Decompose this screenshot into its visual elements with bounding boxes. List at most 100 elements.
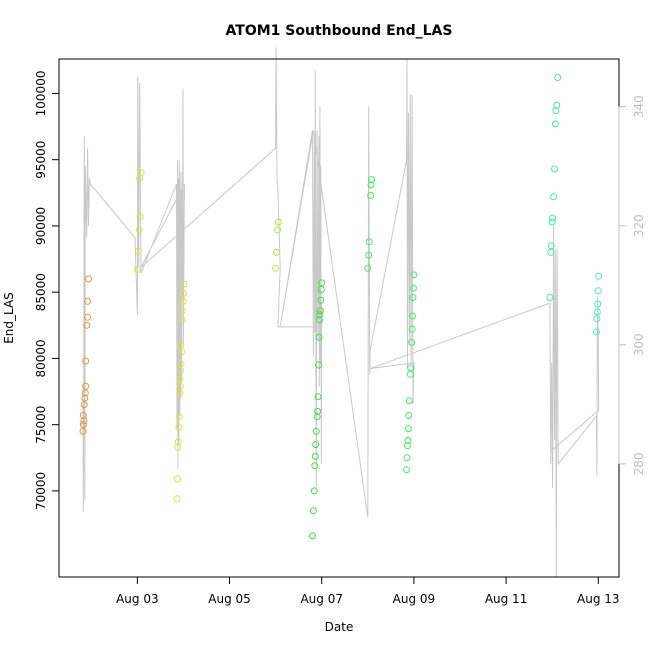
series-2 bbox=[272, 218, 282, 272]
secondary-line-layer bbox=[82, 47, 600, 578]
data-point bbox=[79, 427, 87, 435]
data-point bbox=[403, 442, 411, 450]
y-tick-label: 80000 bbox=[34, 339, 48, 377]
data-point bbox=[594, 287, 602, 295]
data-point bbox=[136, 213, 144, 221]
data-point bbox=[175, 413, 183, 421]
data-point bbox=[135, 226, 143, 234]
data-point bbox=[81, 389, 89, 397]
x-tick-label: Aug 13 bbox=[577, 592, 620, 606]
data-point bbox=[409, 294, 417, 301]
data-point bbox=[410, 271, 418, 279]
data-point bbox=[403, 454, 411, 462]
data-point bbox=[272, 264, 280, 272]
secondary-trace-line bbox=[82, 47, 600, 578]
data-point bbox=[179, 307, 186, 315]
data-point bbox=[367, 181, 375, 189]
data-point bbox=[274, 218, 282, 226]
data-point bbox=[317, 296, 325, 304]
data-point bbox=[85, 275, 92, 283]
data-point bbox=[309, 532, 316, 540]
series-1 bbox=[133, 169, 188, 503]
data-point bbox=[318, 279, 326, 287]
y-axis: 70000 75000 80000 85000 90000 95000 100000 bbox=[34, 71, 60, 510]
data-point bbox=[176, 382, 184, 390]
data-point bbox=[593, 315, 601, 323]
data-point bbox=[404, 437, 412, 444]
data-point bbox=[315, 333, 323, 341]
data-point bbox=[549, 214, 557, 222]
data-point bbox=[178, 316, 186, 324]
data-point bbox=[550, 193, 558, 201]
series-0 bbox=[79, 275, 92, 435]
x-tick-label: Aug 07 bbox=[300, 592, 343, 606]
data-point bbox=[312, 441, 320, 448]
y-tick-label: 85000 bbox=[34, 273, 48, 311]
data-point bbox=[180, 280, 188, 288]
data-point bbox=[174, 438, 182, 446]
data-point bbox=[79, 411, 87, 419]
data-point bbox=[177, 366, 185, 374]
y2-tick-label: 280 bbox=[632, 452, 646, 475]
y-tick-label: 70000 bbox=[34, 472, 48, 510]
data-point bbox=[594, 300, 602, 308]
y2-tick-label: 300 bbox=[632, 333, 646, 356]
chart-title: ATOM1 Southbound End_LAS bbox=[226, 23, 453, 39]
data-point bbox=[134, 247, 142, 255]
data-point bbox=[592, 328, 600, 336]
data-point bbox=[364, 264, 372, 272]
data-point bbox=[404, 425, 412, 433]
data-point bbox=[406, 370, 414, 378]
data-point bbox=[548, 218, 556, 226]
data-point bbox=[551, 120, 559, 128]
data-point bbox=[365, 238, 373, 246]
data-point bbox=[178, 348, 186, 356]
data-point bbox=[317, 286, 325, 293]
data-point bbox=[173, 495, 181, 503]
data-point bbox=[315, 316, 323, 324]
data-point bbox=[84, 297, 92, 305]
x-tick-label: Aug 11 bbox=[485, 592, 528, 606]
data-point bbox=[177, 341, 185, 349]
y-tick-label: 75000 bbox=[34, 406, 48, 444]
data-point bbox=[595, 272, 603, 280]
data-point bbox=[83, 321, 91, 329]
data-point bbox=[82, 357, 90, 365]
data-point bbox=[316, 311, 324, 319]
data-point bbox=[405, 411, 413, 419]
data-point bbox=[547, 242, 555, 250]
series-4 bbox=[364, 176, 418, 474]
data-point bbox=[315, 361, 322, 369]
series-5 bbox=[546, 74, 562, 301]
y2-tick-label: 320 bbox=[632, 214, 646, 237]
data-point bbox=[552, 107, 560, 115]
data-point bbox=[176, 389, 184, 397]
y-tick-label: 100000 bbox=[34, 71, 48, 117]
data-point bbox=[177, 360, 185, 368]
series-6 bbox=[592, 272, 603, 336]
points-layer bbox=[79, 74, 603, 540]
data-point bbox=[368, 176, 375, 184]
data-point bbox=[179, 290, 187, 297]
data-point bbox=[80, 417, 88, 425]
y-tick-label: 95000 bbox=[34, 141, 48, 179]
data-point bbox=[175, 423, 183, 431]
data-point bbox=[310, 487, 318, 495]
data-point bbox=[174, 443, 182, 451]
data-point bbox=[79, 421, 87, 429]
x-axis-label: Date bbox=[325, 620, 354, 634]
data-point bbox=[274, 226, 281, 234]
data-point bbox=[365, 251, 373, 259]
data-point bbox=[311, 462, 319, 470]
y-tick-label: 90000 bbox=[34, 207, 48, 245]
data-point bbox=[547, 248, 555, 256]
data-point bbox=[367, 192, 375, 199]
data-point bbox=[174, 475, 181, 483]
data-point bbox=[312, 427, 320, 435]
data-point bbox=[314, 407, 322, 415]
data-point bbox=[84, 313, 92, 321]
data-point bbox=[179, 297, 187, 305]
data-point bbox=[553, 101, 561, 109]
